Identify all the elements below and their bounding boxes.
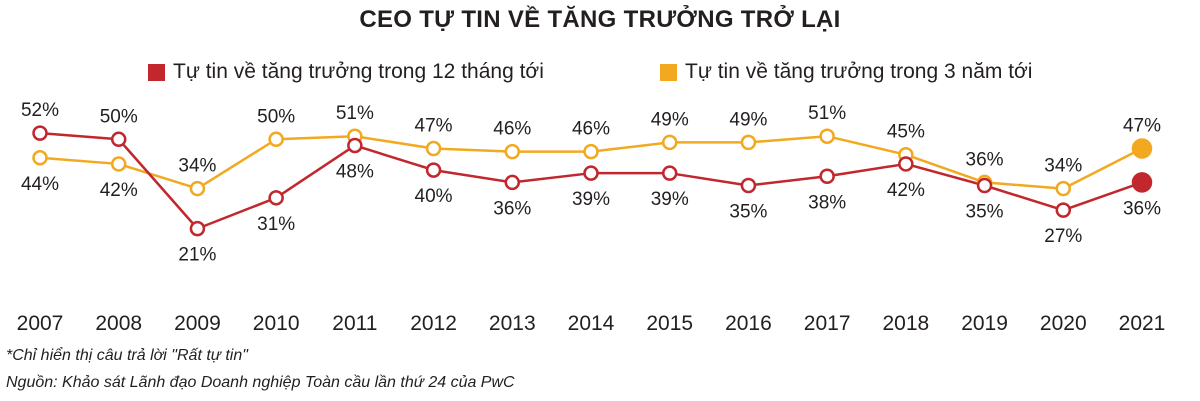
- source-note: Nguồn: Khảo sát Lãnh đạo Doanh nghiệp To…: [6, 374, 515, 391]
- data-point-s0-2010: [268, 190, 284, 206]
- x-tick-label-2011: 2011: [332, 312, 377, 335]
- data-label-s0-2018: 42%: [887, 180, 925, 201]
- x-tick-label-2007: 2007: [17, 312, 64, 335]
- data-label-s0-2016: 35%: [729, 202, 767, 223]
- data-label-s1-2011: 51%: [336, 103, 374, 124]
- data-point-s0-2016: [740, 177, 757, 194]
- data-point-s1-2021: [1131, 138, 1153, 159]
- x-tick-label-2014: 2014: [568, 312, 615, 335]
- x-tick-label-2020: 2020: [1040, 312, 1087, 335]
- data-point-s1-2013: [504, 143, 521, 160]
- data-point-s0-2015: [661, 165, 678, 181]
- data-label-s1-2017: 51%: [808, 103, 846, 124]
- legend-label-3-years: Tự tin về tăng trưởng trong 3 năm tới: [685, 60, 1033, 83]
- data-point-s1-2014: [583, 143, 599, 160]
- data-label-s0-2014: 39%: [572, 189, 610, 210]
- data-point-s0-2020: [1055, 202, 1072, 218]
- data-label-s1-2015: 49%: [651, 109, 689, 130]
- data-label-s0-2011: 48%: [336, 161, 374, 182]
- legend-label-12-months: Tự tin về tăng trưởng trong 12 tháng tới: [173, 60, 544, 83]
- data-point-s0-2013: [504, 174, 521, 191]
- data-label-s0-2015: 39%: [651, 189, 689, 210]
- data-label-s0-2008: 50%: [100, 106, 138, 127]
- data-label-s0-2021: 36%: [1123, 198, 1161, 219]
- data-point-s1-2009: [189, 180, 206, 197]
- x-tick-label-2016: 2016: [725, 312, 772, 335]
- x-tick-label-2008: 2008: [95, 312, 142, 335]
- data-point-s0-2019: [976, 177, 993, 194]
- data-label-s1-2019: 36%: [966, 149, 1004, 170]
- data-point-s1-2010: [268, 131, 284, 148]
- data-label-s1-2021: 47%: [1123, 116, 1161, 137]
- x-tick-label-2017: 2017: [804, 312, 851, 335]
- data-label-s0-2009: 21%: [178, 245, 216, 266]
- x-tick-label-2015: 2015: [646, 312, 693, 335]
- footnote: *Chỉ hiển thị câu trả lời "Rất tự tin": [6, 347, 248, 364]
- data-point-s0-2014: [583, 165, 599, 181]
- data-label-s0-2007: 52%: [21, 100, 59, 121]
- data-label-s1-2018: 45%: [887, 122, 925, 143]
- data-point-s1-2017: [819, 128, 835, 144]
- line-chart: 2007 2008 2009 2010 2011 2012 2013 2014 2015 2016…: [17, 100, 1166, 335]
- data-label-s1-2007: 44%: [21, 174, 59, 195]
- data-label-s1-2008: 42%: [100, 180, 138, 201]
- data-label-s0-2019: 35%: [966, 202, 1004, 223]
- x-tick-label-2009: 2009: [174, 312, 221, 335]
- legend-item-12-months: Tự tin về tăng trưởng trong 12 tháng tới: [148, 60, 544, 84]
- x-tick-label-2012: 2012: [410, 312, 457, 335]
- x-tick-label-2021: 2021: [1119, 312, 1166, 335]
- data-point-s1-2015: [661, 134, 678, 151]
- x-tick-label-2010: 2010: [253, 312, 300, 335]
- legend-item-3-years: Tự tin về tăng trưởng trong 3 năm tới: [660, 60, 1032, 84]
- data-label-s0-2010: 31%: [257, 214, 295, 235]
- x-tick-label-2019: 2019: [961, 312, 1008, 335]
- data-label-s1-2013: 46%: [493, 119, 531, 140]
- x-tick-label-2013: 2013: [489, 312, 536, 335]
- data-point-s0-2009: [189, 220, 206, 237]
- data-label-s1-2020: 34%: [1044, 156, 1082, 177]
- data-label-s1-2010: 50%: [257, 106, 295, 127]
- data-point-s0-2011: [347, 137, 363, 154]
- data-label-s0-2017: 38%: [808, 192, 846, 213]
- data-point-s0-2007: [32, 125, 48, 141]
- data-point-s1-2016: [740, 134, 757, 151]
- data-label-s0-2020: 27%: [1044, 226, 1082, 247]
- x-tick-label-2018: 2018: [882, 312, 929, 335]
- data-point-s1-2020: [1055, 180, 1072, 197]
- data-point-s1-2008: [110, 156, 127, 172]
- data-point-s0-2012: [425, 162, 442, 178]
- data-point-s1-2012: [425, 140, 442, 157]
- legend: Tự tin về tăng trưởng trong 12 tháng tới…: [0, 60, 1200, 90]
- data-label-s1-2016: 49%: [729, 109, 767, 130]
- legend-swatch-gold: [660, 63, 677, 81]
- data-point-s0-2017: [819, 168, 835, 185]
- data-point-s0-2008: [110, 131, 127, 148]
- data-label-s0-2012: 40%: [415, 186, 453, 207]
- data-label-s1-2012: 47%: [415, 116, 453, 137]
- data-label-s0-2013: 36%: [493, 198, 531, 219]
- data-label-s1-2009: 34%: [178, 156, 216, 177]
- data-point-s0-2018: [898, 156, 914, 172]
- data-point-s1-2007: [32, 150, 48, 166]
- data-point-s0-2021: [1131, 172, 1153, 193]
- legend-swatch-red: [148, 63, 165, 81]
- chart-title: CEO TỰ TIN VỀ TĂNG TRƯỞNG TRỞ LẠI: [359, 6, 841, 33]
- data-label-s1-2014: 46%: [572, 119, 610, 140]
